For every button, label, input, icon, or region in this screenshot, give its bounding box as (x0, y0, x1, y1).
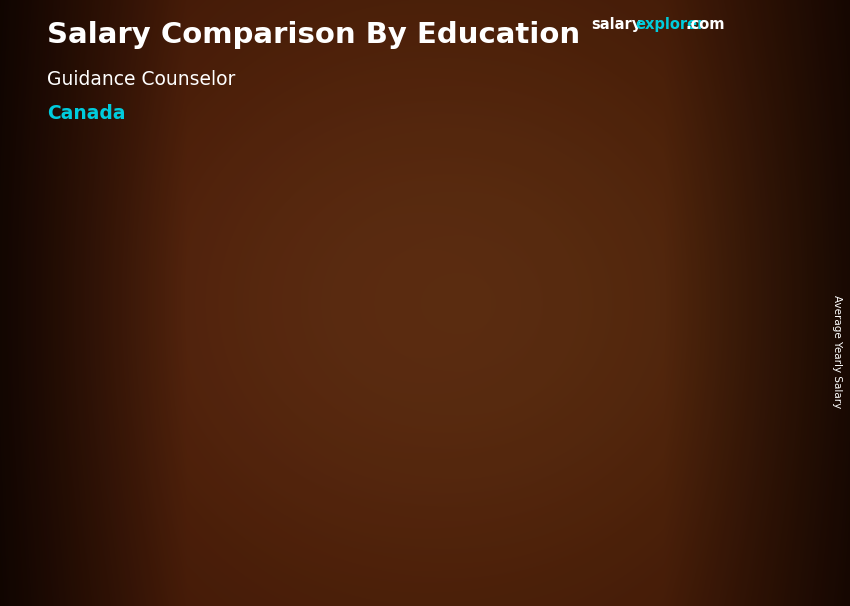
Bar (674, 18, 706, 82)
Text: Average Yearly Salary: Average Yearly Salary (832, 295, 842, 408)
Polygon shape (537, 340, 553, 527)
Bar (632, 232, 721, 527)
Text: +64%: +64% (547, 138, 622, 162)
Text: 104,000 CAD: 104,000 CAD (258, 373, 355, 388)
Polygon shape (354, 389, 370, 527)
Text: explorer: explorer (635, 17, 705, 32)
Text: salary: salary (591, 17, 641, 32)
Polygon shape (721, 224, 737, 527)
Text: .com: .com (686, 17, 725, 32)
Text: Salary Comparison By Education: Salary Comparison By Education (47, 21, 580, 49)
Polygon shape (720, 50, 726, 76)
Bar (265, 396, 354, 527)
Polygon shape (449, 340, 553, 347)
Polygon shape (265, 389, 370, 396)
Bar (449, 347, 537, 527)
Polygon shape (265, 396, 271, 527)
Polygon shape (449, 347, 455, 527)
Polygon shape (632, 224, 737, 232)
Text: +38%: +38% (363, 254, 439, 278)
Text: Canada: Canada (47, 104, 125, 123)
Text: Guidance Counselor: Guidance Counselor (47, 70, 235, 88)
Polygon shape (706, 23, 740, 67)
Polygon shape (632, 232, 638, 527)
Bar (706, 18, 740, 82)
Text: 235,000 CAD: 235,000 CAD (626, 208, 722, 224)
Text: 143,000 CAD: 143,000 CAD (442, 324, 539, 339)
Bar (740, 18, 772, 82)
